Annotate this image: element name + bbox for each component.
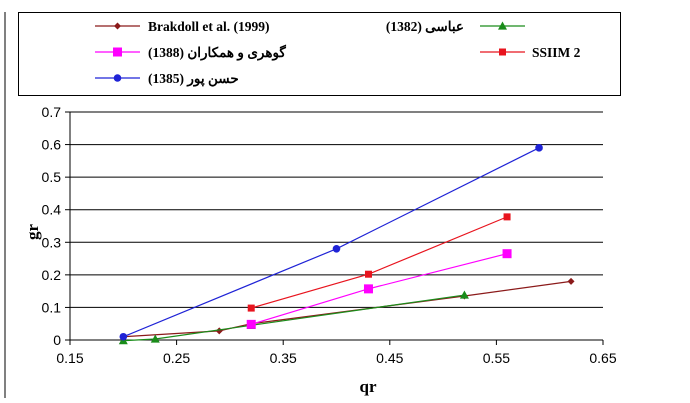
- x-tick-label: 0.55: [483, 350, 510, 366]
- grid: [70, 111, 603, 308]
- data-point: [332, 245, 341, 253]
- x-tick-label: 0.35: [270, 350, 297, 366]
- legend-marker: [498, 21, 507, 30]
- data-point: [503, 213, 511, 221]
- legend: Brakdoll et al. (1999) عباسی (1382) گوهری …: [95, 19, 581, 87]
- data-point: [247, 304, 255, 312]
- data-point: [535, 144, 543, 152]
- y-tick-label: 0.6: [42, 137, 62, 153]
- data-point: [215, 327, 223, 335]
- legend-label: SSIIM 2: [532, 45, 581, 60]
- series-line: [251, 253, 508, 325]
- data-point: [246, 319, 256, 329]
- legend-label: Brakdoll et al. (1999): [148, 19, 270, 34]
- legend-box: [18, 12, 621, 96]
- y-tick-label: 0.1: [42, 299, 62, 315]
- series-line: [251, 216, 508, 309]
- axes: [65, 111, 604, 345]
- y-tick-label: 0.3: [42, 234, 62, 250]
- x-axis-title: qr: [360, 377, 377, 396]
- y-tick-label: 0: [53, 332, 61, 348]
- x-tick-label: 0.15: [56, 350, 83, 366]
- legend-marker: [113, 74, 122, 82]
- legend-label: عباسی (1382): [386, 19, 464, 34]
- data-point: [502, 249, 512, 259]
- legend-marker: [114, 22, 121, 30]
- x-tick-label: 0.45: [376, 350, 403, 366]
- x-tick-label: 0.65: [589, 350, 616, 366]
- legend-label: گوهری و همکاران (1388): [148, 44, 286, 61]
- y-tick-label: 0.2: [42, 267, 62, 283]
- series: [118, 144, 575, 345]
- y-tick-label: 0.7: [42, 104, 62, 120]
- y-axis-title: gr: [23, 224, 42, 241]
- y-tick-label: 0.5: [42, 169, 62, 185]
- data-point: [119, 332, 128, 341]
- legend-marker: [113, 47, 122, 57]
- y-tick-label: 0.4: [42, 202, 62, 218]
- data-point: [459, 290, 469, 299]
- legend-marker: [499, 48, 506, 56]
- series-line: [123, 294, 465, 342]
- data-point: [363, 284, 373, 294]
- data-point: [364, 270, 372, 278]
- data-point: [150, 334, 160, 343]
- data-point: [567, 277, 575, 285]
- legend-label: حسن پور (1385): [148, 71, 239, 87]
- tick-labels: 0 0.1 0.2 0.3 0.4 0.5 0.6 0.7 0.15 0.25 0.35 0.45 0.…: [42, 104, 617, 366]
- x-tick-label: 0.25: [163, 350, 190, 366]
